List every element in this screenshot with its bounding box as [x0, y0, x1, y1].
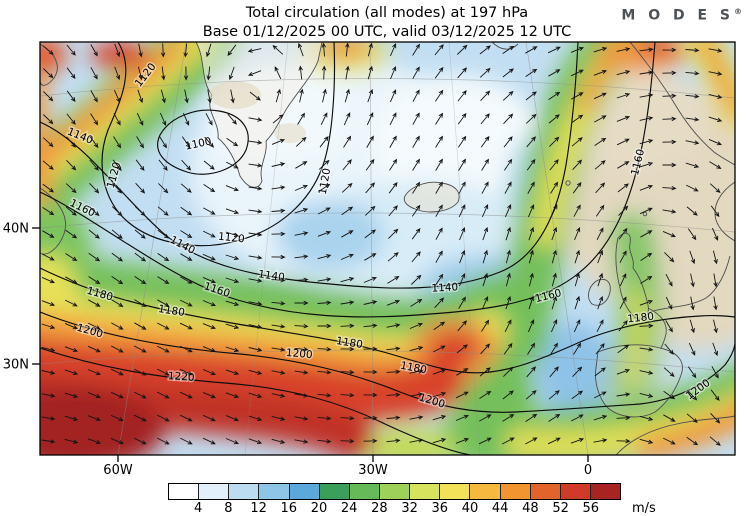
figure-title: Total circulation (all modes) at 197 hPa	[245, 5, 529, 21]
colorbar-unit-label: m/s	[632, 501, 656, 516]
coastline-faroe	[565, 180, 571, 186]
colorbar-cell	[319, 484, 350, 499]
colorbar-tick-label: 44	[491, 501, 509, 516]
coastline-ireland	[588, 278, 611, 306]
colorbar-tick-label: 56	[582, 501, 600, 516]
contour-line-1160	[40, 42, 656, 318]
colorbar-tick-label: 4	[194, 501, 203, 516]
colorbar-cell	[379, 484, 411, 499]
colorbar-tick-label: 40	[461, 501, 479, 516]
lat-tick-label: 40N	[3, 222, 29, 237]
modes-logo-text: M O D E S	[621, 7, 734, 24]
colorbar-tick-label: 28	[371, 501, 388, 516]
coastline-iceland	[403, 181, 460, 213]
colorbar-tick-label: 24	[340, 501, 358, 516]
contour-label: 1140	[431, 281, 458, 294]
contour-label: 1180	[335, 335, 363, 351]
lat-tick-label: 30N	[3, 358, 29, 373]
colorbar-cell	[440, 484, 471, 499]
contour-line-1180	[40, 267, 735, 374]
contour-label: 1180	[627, 311, 655, 326]
contour-label: 1180	[157, 303, 185, 319]
wind-arrows-layer	[41, 42, 723, 446]
contour-line-1120	[101, 42, 336, 247]
lon-tick-label: 60W	[103, 463, 133, 478]
colorbar-cell	[410, 484, 441, 499]
greenland-interior-patch	[274, 123, 306, 143]
colorbar-cell	[590, 484, 621, 499]
colorbar-tick-label: 36	[431, 501, 449, 516]
coastlines-layer	[40, 42, 735, 455]
colorbar-tick-label: 8	[224, 501, 233, 516]
figure-subtitle: Base 01/12/2025 00 UTC, valid 03/12/2025…	[202, 23, 572, 40]
coastline-svalbard	[491, 42, 519, 50]
modes-logo: M O D E S®	[621, 7, 742, 24]
colorbar-cell	[560, 484, 591, 499]
colorbar-cell	[530, 484, 561, 499]
coastline-shetland	[642, 211, 648, 217]
contour-line-1200	[40, 311, 735, 413]
coastline-north-europe	[649, 255, 731, 313]
coastline-great-britain	[615, 232, 649, 320]
registered-mark: ®	[734, 7, 742, 16]
axis-layer: 40N 30N 60W 30W 0	[3, 222, 592, 479]
colorbar-cell	[289, 484, 320, 499]
coastline-baltic	[714, 181, 735, 242]
lon-tick-label: 0	[584, 463, 592, 478]
coastline-france	[647, 307, 667, 349]
contour-line-1140	[40, 42, 579, 289]
coastline-norway	[629, 42, 735, 166]
wind-arrows	[41, 42, 723, 446]
colorbar-cell	[199, 484, 230, 499]
colorbar-cell	[259, 484, 290, 499]
colorbar-cell	[470, 484, 501, 499]
colorbar-tick-label: 32	[401, 501, 418, 516]
colorbar	[168, 483, 621, 500]
colorbar-tick-label: 52	[552, 501, 569, 516]
coastline-north-africa	[615, 415, 735, 455]
map-frame	[39, 41, 736, 456]
contour-label: 1120	[217, 231, 245, 246]
colorbar-cell	[349, 484, 380, 499]
coastline-iberia	[595, 344, 683, 418]
colorbar-cell	[229, 484, 260, 499]
colorbar-tick-label: 20	[310, 501, 328, 516]
contour-label: 1220	[167, 370, 195, 384]
colorbar-cell	[500, 484, 531, 499]
colorbar-cell	[169, 484, 200, 499]
graticule-layer	[40, 42, 735, 455]
colorbar-tick-label: 12	[250, 501, 267, 516]
figure-header: Total circulation (all modes) at 197 hPa…	[12, 4, 750, 41]
colorbar-tick-label: 16	[280, 501, 298, 516]
contour-line-1100	[157, 109, 249, 175]
colorbar-tick-label: 48	[522, 501, 539, 516]
lon-tick-label: 30W	[358, 463, 388, 478]
greenland-interior-patch	[209, 81, 261, 109]
